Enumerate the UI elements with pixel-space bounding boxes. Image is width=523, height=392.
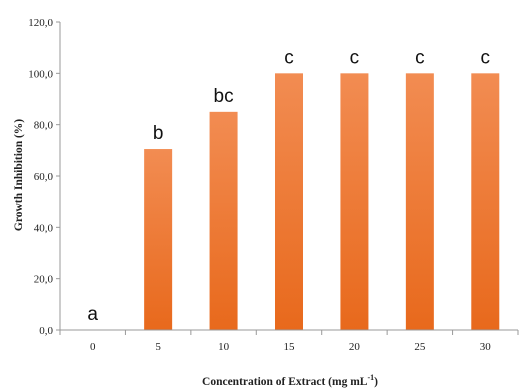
y-axis-title: Growth Inhibition (%) xyxy=(13,119,25,231)
bar xyxy=(340,73,369,330)
y-tick-label: 40,0 xyxy=(34,222,54,234)
y-tick-label: 20,0 xyxy=(34,274,54,286)
bar xyxy=(471,73,500,330)
x-tick-label: 0 xyxy=(90,341,96,353)
y-tick-label: 60,0 xyxy=(34,171,54,183)
significance-letter: c xyxy=(415,47,425,68)
y-tick-label: 0,0 xyxy=(39,325,53,337)
significance-letter: b xyxy=(153,123,164,144)
x-tick-label: 5 xyxy=(155,341,161,353)
bars xyxy=(144,73,500,330)
x-tick-label: 10 xyxy=(218,341,230,353)
x-axis-title: Concentration of Extract (mg mL-1) xyxy=(202,373,378,388)
bar xyxy=(209,111,238,330)
significance-letter: a xyxy=(87,304,98,325)
y-tick-label: 120,0 xyxy=(28,17,53,29)
y-tick-label: 80,0 xyxy=(34,120,54,132)
x-axis-title-superscript: -1 xyxy=(367,373,374,382)
significance-letters: a b bc c c c c xyxy=(87,47,490,325)
x-tick-label: 30 xyxy=(480,341,492,353)
x-axis-title-main: Concentration of Extract (mg mL xyxy=(202,376,368,388)
y-tick-label: 100,0 xyxy=(28,68,53,80)
significance-letter: c xyxy=(350,47,360,68)
x-tick-label: 20 xyxy=(349,341,361,353)
bar xyxy=(275,73,303,330)
bar xyxy=(405,73,434,330)
bar xyxy=(144,149,173,330)
x-axis-title-suffix: ) xyxy=(374,376,378,388)
x-tick-label: 15 xyxy=(284,341,296,353)
significance-letter: c xyxy=(284,47,294,68)
significance-letter: c xyxy=(481,47,491,68)
x-tick-label: 25 xyxy=(414,341,426,353)
x-axis-ticks: 0 5 10 15 20 25 30 xyxy=(59,330,519,353)
significance-letter: bc xyxy=(214,86,234,107)
y-axis-ticks: 0,0 20,0 40,0 60,0 80,0 100,0 120,0 xyxy=(28,17,60,337)
